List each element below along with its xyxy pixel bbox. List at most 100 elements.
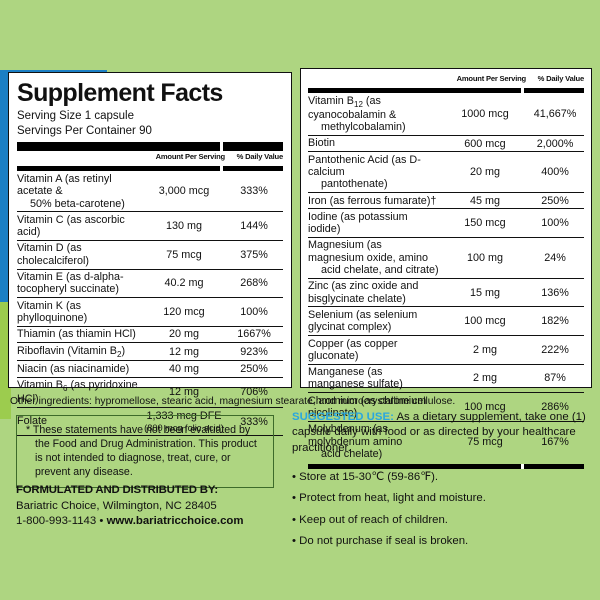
nutrient-name: Vitamin B12 (as cyanocobalamin & bbox=[308, 94, 397, 121]
supplement-facts-panel-left: Supplement Facts Serving Size 1 capsule … bbox=[8, 72, 292, 437]
column-header-daily-value: % Daily Value bbox=[537, 74, 585, 83]
nutrient-daily-value: 706% bbox=[240, 386, 268, 399]
nutrient-daily-value: 2,000% bbox=[536, 137, 574, 150]
nutrient-amount: 1000 mcg bbox=[461, 107, 509, 120]
servings-per-container-text: Servings Per Container 90 bbox=[17, 124, 152, 137]
nutrient-amount: 12 mg bbox=[168, 345, 199, 358]
nutrient-name-cont: 50% beta-carotene) bbox=[30, 197, 125, 210]
table-row: Pantothenic Acid (as D-calcium pantothen… bbox=[308, 151, 584, 193]
supplement-facts-panel-right: Amount Per Serving % Daily Value Vitamin… bbox=[300, 68, 592, 469]
nutrient-name: Iron (as ferrous fumarate)† bbox=[308, 194, 437, 207]
nutrient-daily-value: 286% bbox=[541, 401, 569, 413]
nutrient-amount: 75 mcg bbox=[166, 248, 202, 261]
table-row: Vitamin B6 (as pyridoxine HCl) 12 mg 706… bbox=[17, 377, 283, 408]
nutrient-daily-value: 1667% bbox=[237, 328, 271, 341]
nutrient-amount: 40.2 mg bbox=[164, 277, 204, 290]
table-bottom-rule-left bbox=[17, 435, 283, 437]
table-column-headers: Amount Per Serving % Daily Value bbox=[308, 73, 585, 84]
nutrient-daily-value: 24% bbox=[544, 251, 566, 264]
nutrient-rows-right: Vitamin B12 (as cyanocobalamin & methylc… bbox=[308, 93, 584, 462]
nutrient-name: Biotin bbox=[308, 137, 336, 150]
nutrient-amount: 15 mg bbox=[469, 286, 500, 299]
nutrient-daily-value: 250% bbox=[240, 362, 268, 375]
table-row: Biotin 600 mcg 2,000% bbox=[308, 135, 584, 151]
table-row: Zinc (as zinc oxide and bisglycinate che… bbox=[308, 278, 584, 307]
table-column-headers: Amount Per Serving % Daily Value bbox=[17, 151, 284, 162]
phone-number[interactable]: 1-800-993-1143 bbox=[16, 515, 97, 528]
nutrient-rows-left: Vitamin A (as retinyl acetate & 50% beta… bbox=[17, 171, 283, 435]
table-row: Vitamin D (as cholecalciferol) 75 mcg 37… bbox=[17, 240, 283, 269]
nutrient-daily-value: 923% bbox=[240, 345, 268, 358]
nutrient-name-cont: acid chelate) bbox=[321, 447, 383, 460]
nutrient-daily-value: 182% bbox=[541, 315, 569, 328]
table-row: Iodine (as potassium iodide) 150 mcg 100… bbox=[308, 208, 584, 238]
nutrient-name: Copper (as copper gluconate) bbox=[308, 337, 398, 362]
column-header-daily-value: % Daily Value bbox=[236, 152, 284, 162]
page-title: Supplement Facts bbox=[17, 79, 223, 107]
nutrient-daily-value: 333% bbox=[240, 185, 268, 198]
nutrient-name: Magnesium (as magnesium oxide, amino bbox=[308, 239, 429, 264]
nutrient-amount-cont: (800 mcg folic acid) bbox=[144, 422, 224, 433]
nutrient-table-right-header: Amount Per Serving % Daily Value bbox=[308, 73, 585, 84]
suggested-use-text: As a dietary supplement, take one (1) ca… bbox=[292, 411, 586, 454]
nutrient-name: Riboflavin (Vitamin B2) bbox=[17, 344, 126, 359]
nutrient-amount: 2 mg bbox=[472, 343, 497, 356]
table-row: Copper (as copper gluconate) 2 mg 222% bbox=[308, 335, 584, 365]
nutrient-amount: 12 mg bbox=[168, 386, 199, 399]
nutrient-amount: 20 mg bbox=[469, 166, 500, 179]
disclaimer-text: These statements have not been evaluated… bbox=[32, 424, 257, 479]
nutrient-name: Folate bbox=[17, 415, 48, 428]
serving-size-text: Serving Size 1 capsule bbox=[17, 110, 134, 122]
nutrient-daily-value: 222% bbox=[541, 343, 569, 356]
header-black-bar-top-left bbox=[17, 142, 283, 152]
nutrient-name: Vitamin A (as retinyl acetate & bbox=[17, 172, 112, 198]
nutrient-name-cont: acid chelate, and citrate) bbox=[321, 264, 439, 277]
table-row: Vitamin E (as d-alpha-tocopheryl succina… bbox=[17, 269, 283, 298]
nutrient-name: Pantothenic Acid (as D-calcium bbox=[308, 153, 421, 178]
nutrient-name: Chromium (as chromium picolinate) bbox=[308, 394, 427, 419]
nutrient-name: Thiamin (as thiamin HCl) bbox=[17, 328, 136, 341]
nutrient-daily-value: 136% bbox=[541, 286, 569, 299]
nutrient-amount: 130 mg bbox=[165, 220, 202, 233]
formulated-by-heading: FORMULATED AND DISTRIBUTED BY: bbox=[16, 484, 218, 496]
nutrient-name-cont: pantothenate) bbox=[321, 178, 388, 191]
nutrient-name: Molybdenum (as molybdenum amino bbox=[308, 423, 403, 448]
table-row: Manganese (as manganese sulfate) 2 mg 87… bbox=[308, 364, 584, 393]
nutrient-amount: 120 mcg bbox=[163, 305, 205, 318]
nutrient-daily-value: 100% bbox=[541, 217, 569, 230]
nutrient-amount: 2 mg bbox=[472, 372, 497, 385]
contact-line: 1-800-993-1143 • www.bariatricchoice.com bbox=[16, 514, 296, 530]
footer-black-bar-right bbox=[308, 463, 584, 469]
list-item: • Protect from heat, light and moisture. bbox=[292, 492, 486, 505]
nutrient-name: Iodine (as potassium iodide) bbox=[308, 210, 408, 236]
column-header-amount: Amount Per Serving bbox=[155, 152, 226, 162]
nutrient-table-left: Amount Per Serving % Daily Value bbox=[17, 151, 284, 162]
table-row: Vitamin B12 (as cyanocobalamin & methylc… bbox=[308, 93, 584, 135]
nutrient-amount: 100 mcg bbox=[464, 401, 506, 413]
nutrient-daily-value: 400% bbox=[541, 166, 569, 179]
left-edge-blue-stripe bbox=[0, 70, 11, 302]
website-link[interactable]: www.bariatricchoice.com bbox=[106, 515, 244, 528]
formulated-by-block: FORMULATED AND DISTRIBUTED BY: Bariatric… bbox=[16, 483, 296, 530]
list-item: • Keep out of reach of children. bbox=[292, 513, 448, 526]
asterisk-marker: * bbox=[26, 424, 31, 436]
table-row: Chromium (as chromium picolinate) 100 mc… bbox=[308, 392, 584, 422]
nutrient-name: Vitamin E (as d-alpha-tocopheryl succina… bbox=[17, 271, 124, 296]
nutrient-daily-value: 87% bbox=[544, 372, 566, 385]
company-address: Bariatric Choice, Wilmington, NC 28405 bbox=[16, 499, 217, 512]
other-ingredients-text: Other ingredients: hypromellose, stearic… bbox=[10, 396, 456, 407]
nutrient-name: Zinc (as zinc oxide and bisglycinate che… bbox=[308, 280, 419, 305]
nutrient-amount: 75 mcg bbox=[467, 435, 503, 448]
bullet-separator: • bbox=[99, 515, 104, 528]
table-row: Magnesium (as magnesium oxide, amino aci… bbox=[308, 237, 584, 278]
table-row: Vitamin K (as phylloquinone) 120 mcg 100… bbox=[17, 297, 283, 327]
nutrient-daily-value: 167% bbox=[541, 435, 569, 448]
nutrient-amount: 3,000 mcg bbox=[158, 185, 210, 198]
nutrient-name: Manganese (as manganese sulfate) bbox=[308, 366, 403, 391]
nutrient-daily-value: 100% bbox=[240, 305, 268, 318]
nutrient-daily-value: 41,667% bbox=[533, 107, 577, 120]
nutrient-amount: 600 mcg bbox=[464, 137, 506, 150]
nutrient-name: Selenium (as selenium glycinat complex) bbox=[308, 308, 418, 334]
nutrient-amount: 20 mg bbox=[168, 328, 199, 341]
table-row: Niacin (as niacinamide) 40 mg 250% bbox=[17, 360, 283, 377]
